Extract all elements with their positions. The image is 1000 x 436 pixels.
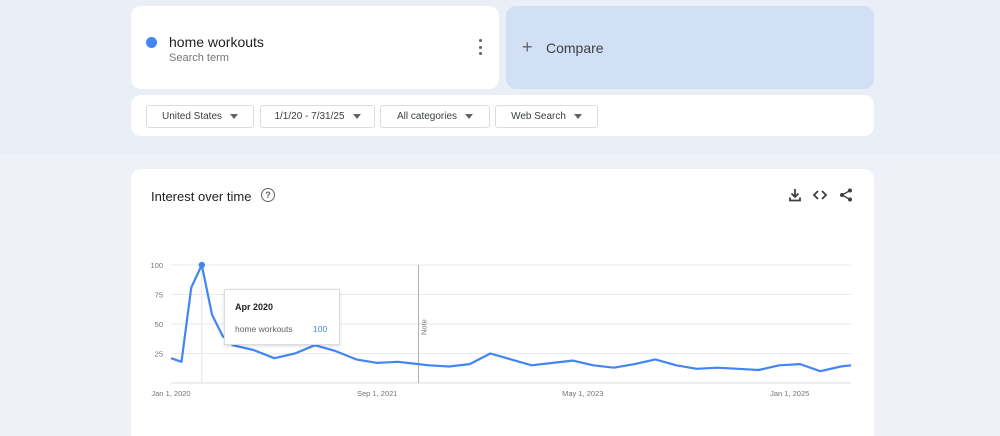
note-annotation[interactable]: Note	[420, 319, 429, 335]
x-tick-label: Jan 1, 2025	[770, 389, 809, 398]
date-range-value: 1/1/20 - 7/31/25	[274, 111, 345, 122]
tooltip-term: home workouts	[235, 324, 293, 334]
tooltip-title: Apr 2020	[235, 302, 274, 312]
chart-tooltip: Apr 2020 home workouts 100	[224, 289, 340, 345]
date-range-dropdown[interactable]: 1/1/20 - 7/31/25	[260, 105, 375, 128]
y-tick-label: 100	[150, 261, 163, 270]
category-value: All categories	[396, 111, 458, 122]
more-options-icon[interactable]	[475, 39, 485, 55]
tooltip-value: 100	[313, 324, 328, 334]
share-icon[interactable]	[838, 187, 854, 203]
compare-label: Compare	[546, 40, 604, 56]
search-term-subtitle: Search term	[169, 52, 229, 64]
caret-down-icon	[465, 114, 474, 119]
caret-down-icon	[573, 114, 582, 119]
interest-over-time-card: Interest over time ? 25 50 75 100 Jan 1, 202…	[131, 169, 874, 436]
help-icon[interactable]: ?	[261, 188, 275, 202]
caret-down-icon	[352, 114, 361, 119]
x-tick-label: Sep 1, 2021	[357, 389, 397, 398]
search-type-value: Web Search	[511, 111, 566, 122]
region-dropdown[interactable]: United States	[146, 105, 254, 128]
search-term-card[interactable]: home workouts Search term	[131, 6, 499, 89]
y-tick-label: 25	[155, 350, 163, 359]
compare-button[interactable]: + Compare	[506, 6, 874, 89]
peak-point[interactable]	[198, 261, 206, 269]
plus-icon: +	[522, 37, 533, 57]
series-color-dot	[146, 37, 157, 48]
series-line-home-workouts	[170, 263, 852, 373]
x-tick-label: Jan 1, 2020	[151, 389, 190, 398]
y-tick-label: 75	[155, 291, 163, 300]
filter-bar: United States 1/1/20 - 7/31/25 All categ…	[131, 95, 874, 136]
download-icon[interactable]	[787, 187, 803, 203]
x-tick-label: May 1, 2023	[562, 389, 603, 398]
search-type-dropdown[interactable]: Web Search	[495, 105, 598, 128]
region-value: United States	[161, 111, 223, 122]
category-dropdown[interactable]: All categories	[380, 105, 490, 128]
interest-chart: 25 50 75 100 Jan 1, 2020 Sep 1, 2021 May 1, 20…	[150, 261, 852, 398]
chart-title: Interest over time	[151, 189, 252, 204]
caret-down-icon	[230, 114, 239, 119]
embed-icon[interactable]	[812, 187, 828, 203]
y-tick-label: 50	[155, 320, 163, 329]
search-term-name[interactable]: home workouts	[169, 34, 264, 50]
